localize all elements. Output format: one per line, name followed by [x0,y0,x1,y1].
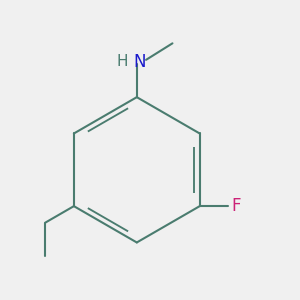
Text: H: H [116,54,128,69]
Text: N: N [134,53,146,71]
Text: F: F [231,197,241,215]
